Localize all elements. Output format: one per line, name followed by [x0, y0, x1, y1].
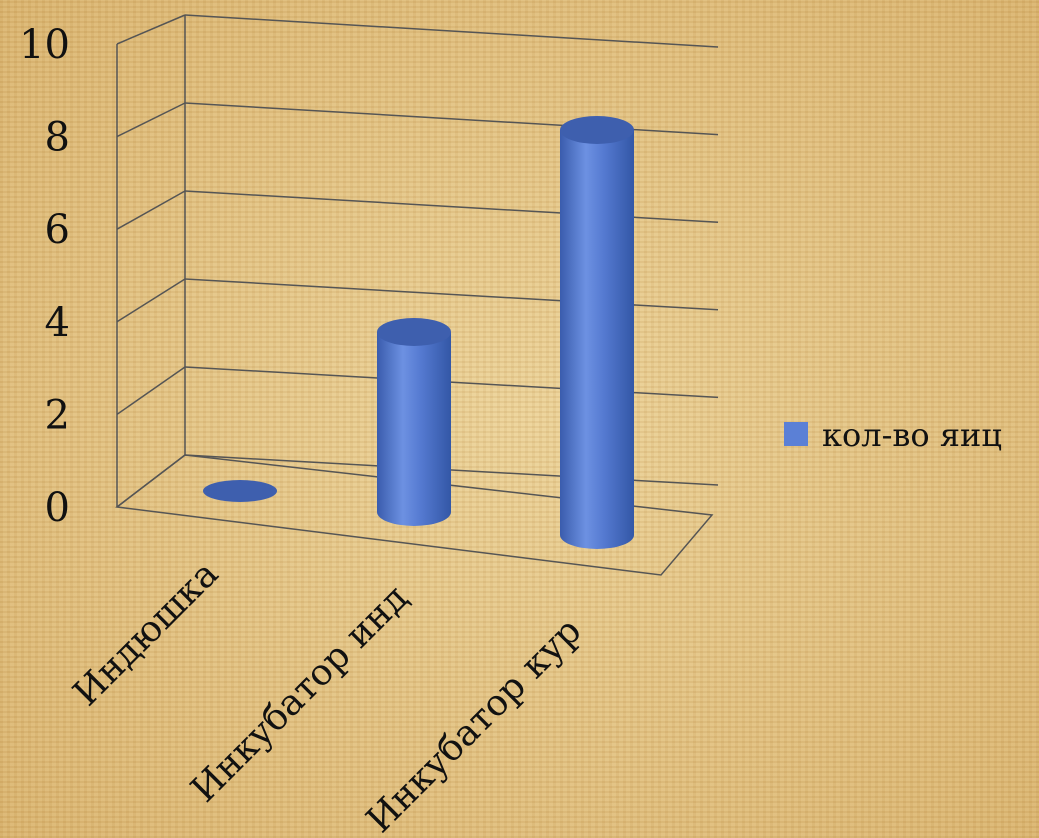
y-tick-label: 2	[45, 392, 70, 438]
gridline-side	[116, 278, 186, 323]
bar	[560, 116, 634, 549]
gridline-back	[184, 14, 719, 48]
bar-body	[377, 332, 451, 526]
bar-top	[377, 318, 451, 346]
gridline-back	[184, 454, 719, 486]
category-label: Индюшка	[66, 553, 227, 714]
category-label: Инкубатор кур	[359, 610, 590, 838]
floor	[115, 454, 714, 576]
gridline-back	[184, 366, 719, 399]
legend-swatch	[784, 422, 808, 446]
gridline-side	[116, 366, 186, 416]
bar-body	[560, 130, 634, 549]
gridline-side	[116, 190, 186, 230]
y-tick-label: 10	[19, 22, 70, 68]
gridline-side	[116, 102, 186, 138]
bar-top	[560, 116, 634, 144]
category-label: Инкубатор инд	[183, 577, 416, 810]
bars-layer	[203, 116, 634, 549]
y-tick-label: 4	[45, 300, 70, 346]
y-tick-label: 6	[45, 207, 70, 253]
gridline-side	[116, 14, 186, 45]
y-tick-label: 0	[45, 485, 70, 531]
bar	[203, 480, 277, 502]
legend: кол-во яиц	[784, 416, 1002, 454]
gridline-back	[184, 190, 719, 223]
legend-label: кол-во яиц	[822, 416, 1002, 454]
gridline-back	[184, 102, 719, 136]
bar	[377, 318, 451, 526]
gridline-back	[184, 278, 719, 311]
bar-top	[203, 480, 277, 502]
y-tick-label: 8	[45, 115, 70, 161]
y-axis-ticks: 0 2 4 6 8 10	[19, 22, 70, 531]
